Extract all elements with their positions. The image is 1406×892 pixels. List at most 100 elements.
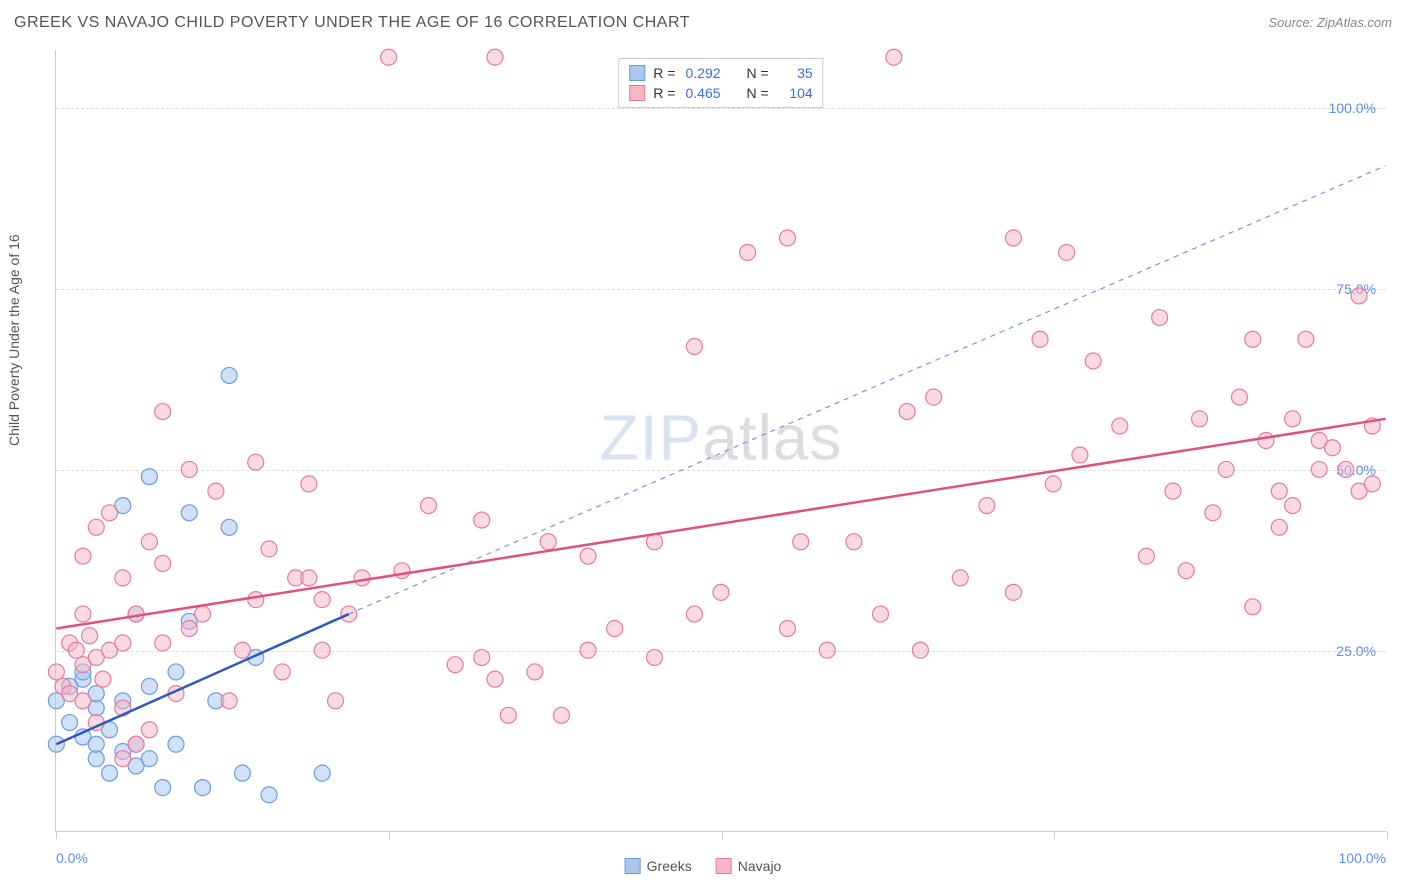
legend-n-label: N = — [747, 65, 769, 81]
scatter-point — [301, 476, 317, 492]
scatter-point — [926, 389, 942, 405]
legend-swatch — [629, 65, 645, 81]
legend-series-label: Navajo — [738, 858, 782, 874]
scatter-point — [168, 664, 184, 680]
scatter-point — [540, 534, 556, 550]
scatter-point — [155, 635, 171, 651]
scatter-point — [234, 642, 250, 658]
trend-line-extrapolated — [349, 166, 1386, 614]
scatter-point — [447, 657, 463, 673]
scatter-point — [195, 606, 211, 622]
scatter-point — [115, 635, 131, 651]
scatter-point — [899, 404, 915, 420]
scatter-point — [500, 707, 516, 723]
scatter-point — [1178, 563, 1194, 579]
scatter-point — [261, 787, 277, 803]
scatter-point — [474, 649, 490, 665]
scatter-point — [381, 49, 397, 65]
scatter-point — [48, 736, 64, 752]
scatter-point — [1245, 331, 1261, 347]
scatter-point — [75, 548, 91, 564]
scatter-point — [141, 722, 157, 738]
scatter-point — [141, 469, 157, 485]
legend-r-label: R = — [653, 65, 675, 81]
scatter-point — [1351, 288, 1367, 304]
scatter-point — [155, 780, 171, 796]
scatter-point — [314, 642, 330, 658]
scatter-point — [274, 664, 290, 680]
scatter-point — [88, 519, 104, 535]
legend-row: R = 0.465 N = 104 — [629, 83, 812, 103]
scatter-point — [75, 693, 91, 709]
x-tick-label: 100.0% — [1339, 850, 1386, 866]
series-legend: Greeks Navajo — [625, 858, 782, 874]
scatter-point — [487, 49, 503, 65]
x-tick-label: 0.0% — [56, 850, 88, 866]
x-tick — [1054, 831, 1055, 839]
scatter-point — [1152, 310, 1168, 326]
scatter-point — [474, 512, 490, 528]
scatter-point — [181, 461, 197, 477]
scatter-point — [1298, 331, 1314, 347]
scatter-point — [1032, 331, 1048, 347]
scatter-point — [128, 736, 144, 752]
scatter-point — [115, 751, 131, 767]
correlation-legend: R = 0.292 N = 35 R = 0.465 N = 104 — [618, 58, 823, 108]
scatter-point — [354, 570, 370, 586]
scatter-point — [314, 765, 330, 781]
scatter-point — [181, 505, 197, 521]
scatter-point — [607, 621, 623, 637]
legend-n-value: 104 — [779, 85, 813, 101]
scatter-point — [75, 606, 91, 622]
scatter-point — [553, 707, 569, 723]
legend-n-value: 35 — [779, 65, 813, 81]
scatter-point — [1165, 483, 1181, 499]
legend-swatch — [629, 85, 645, 101]
scatter-point — [1285, 411, 1301, 427]
scatter-point — [1218, 461, 1234, 477]
scatter-point — [1059, 244, 1075, 260]
scatter-point — [155, 404, 171, 420]
scatter-point — [208, 483, 224, 499]
y-axis-label: Child Poverty Under the Age of 16 — [6, 234, 22, 446]
x-tick — [1387, 831, 1388, 839]
x-tick — [56, 831, 57, 839]
scatter-point — [1085, 353, 1101, 369]
scatter-point — [487, 671, 503, 687]
scatter-point — [779, 621, 795, 637]
scatter-point — [102, 765, 118, 781]
scatter-point — [1045, 476, 1061, 492]
scatter-point — [328, 693, 344, 709]
chart-title: GREEK VS NAVAJO CHILD POVERTY UNDER THE … — [14, 14, 690, 32]
scatter-point — [1005, 230, 1021, 246]
scatter-point — [779, 230, 795, 246]
legend-n-label: N = — [747, 85, 769, 101]
scatter-point — [48, 664, 64, 680]
legend-series-label: Greeks — [647, 858, 692, 874]
scatter-point — [1258, 433, 1274, 449]
scatter-point — [394, 563, 410, 579]
scatter-point — [68, 642, 84, 658]
scatter-point — [421, 498, 437, 514]
x-tick — [722, 831, 723, 839]
chart-plot-area: ZIPatlas R = 0.292 N = 35 R = 0.465 N = … — [55, 50, 1386, 832]
scatter-point — [221, 693, 237, 709]
x-tick — [389, 831, 390, 839]
scatter-point — [740, 244, 756, 260]
scatter-point — [647, 649, 663, 665]
scatter-point — [314, 592, 330, 608]
legend-row: R = 0.292 N = 35 — [629, 63, 812, 83]
scatter-point — [248, 592, 264, 608]
scatter-point — [102, 505, 118, 521]
scatter-point — [1005, 584, 1021, 600]
scatter-point — [713, 584, 729, 600]
legend-swatch — [716, 858, 732, 874]
legend-swatch — [625, 858, 641, 874]
scatter-point — [1192, 411, 1208, 427]
legend-r-value: 0.465 — [685, 85, 720, 101]
scatter-point — [95, 671, 111, 687]
scatter-point — [580, 548, 596, 564]
legend-item: Navajo — [716, 858, 782, 874]
scatter-point — [1311, 461, 1327, 477]
scatter-point — [82, 628, 98, 644]
